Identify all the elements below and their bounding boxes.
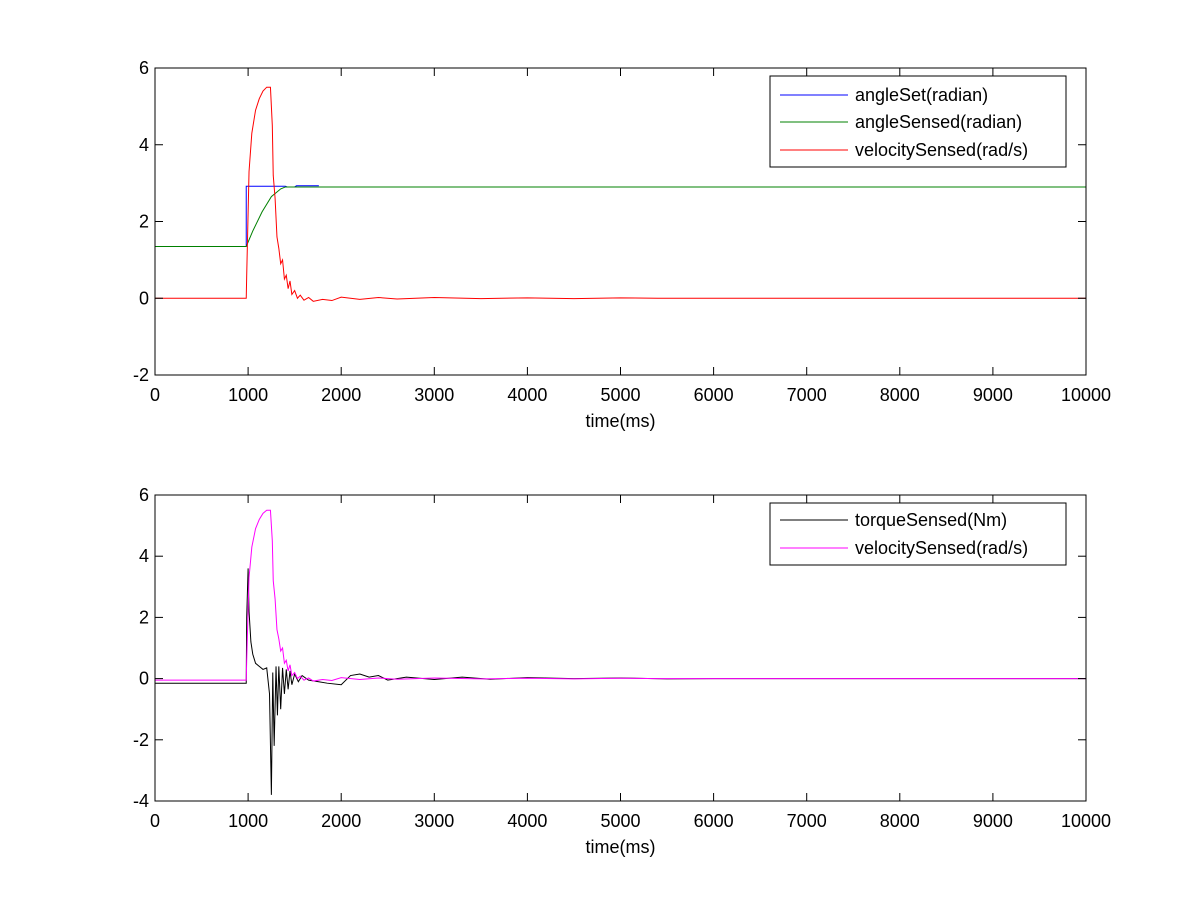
y-tick-label: -2 [133, 365, 149, 385]
chart-panel-2: 0 1000 2000 3000 4000 5000 6000 7000 8000 9000 100… [133, 485, 1111, 857]
x-tick-label: 7000 [787, 811, 827, 831]
x-axis-title: time(ms) [586, 837, 656, 857]
chart-panel-1: 0 1000 2000 3000 4000 5000 6000 7000 8000 9000 100… [133, 58, 1111, 431]
x-tick-label: 5000 [600, 811, 640, 831]
x-tick-label: 4000 [507, 811, 547, 831]
x-tick-label: 3000 [414, 811, 454, 831]
x-tick-label: 0 [150, 811, 160, 831]
y-tick-label: 0 [139, 669, 149, 689]
x-tick-label: 8000 [880, 811, 920, 831]
x-tick-label: 4000 [507, 385, 547, 405]
x-tick-label: 6000 [694, 385, 734, 405]
legend-label-1: angleSet(radian) [855, 85, 988, 105]
legend-box [769, 502, 1067, 566]
y-tick-label: 2 [139, 607, 149, 627]
x-tick-label: 10000 [1061, 811, 1111, 831]
legend: angleSet(radian) angleSensed(radian) veloc… [769, 75, 1067, 168]
series-group [155, 86, 1086, 302]
y-tick-label: 6 [139, 58, 149, 78]
series-line-2 [155, 509, 1086, 682]
x-tick-label: 9000 [973, 385, 1013, 405]
series-group [155, 509, 1086, 795]
y-tick-label: 6 [139, 485, 149, 505]
legend-label-2: angleSensed(radian) [855, 112, 1022, 132]
x-tick-label: 2000 [321, 811, 361, 831]
x-tick-label: 7000 [787, 385, 827, 405]
y-tick-label: -4 [133, 791, 149, 811]
x-tick-label: 8000 [880, 385, 920, 405]
series-line-3 [155, 86, 1086, 302]
y-tick-label: 0 [139, 288, 149, 308]
x-tick-label: 3000 [414, 385, 454, 405]
series-line-2 [155, 186, 1086, 247]
x-axis-title: time(ms) [586, 411, 656, 431]
legend: torqueSensed(Nm) velocitySensed(rad/s) [769, 502, 1067, 566]
legend-label-1: torqueSensed(Nm) [855, 510, 1007, 530]
y-tick-label: 4 [139, 546, 149, 566]
legend-label-3: velocitySensed(rad/s) [855, 140, 1028, 160]
x-tick-label: 1000 [228, 811, 268, 831]
x-tick-label: 10000 [1061, 385, 1111, 405]
x-tick-label: 0 [150, 385, 160, 405]
x-tick-label: 5000 [600, 385, 640, 405]
x-tick-label: 9000 [973, 811, 1013, 831]
y-tick-label: 2 [139, 212, 149, 232]
y-tick-label: -2 [133, 730, 149, 750]
x-tick-label: 2000 [321, 385, 361, 405]
x-tick-label: 1000 [228, 385, 268, 405]
x-tick-label: 6000 [694, 811, 734, 831]
legend-label-2: velocitySensed(rad/s) [855, 538, 1028, 558]
y-tick-label: 4 [139, 135, 149, 155]
